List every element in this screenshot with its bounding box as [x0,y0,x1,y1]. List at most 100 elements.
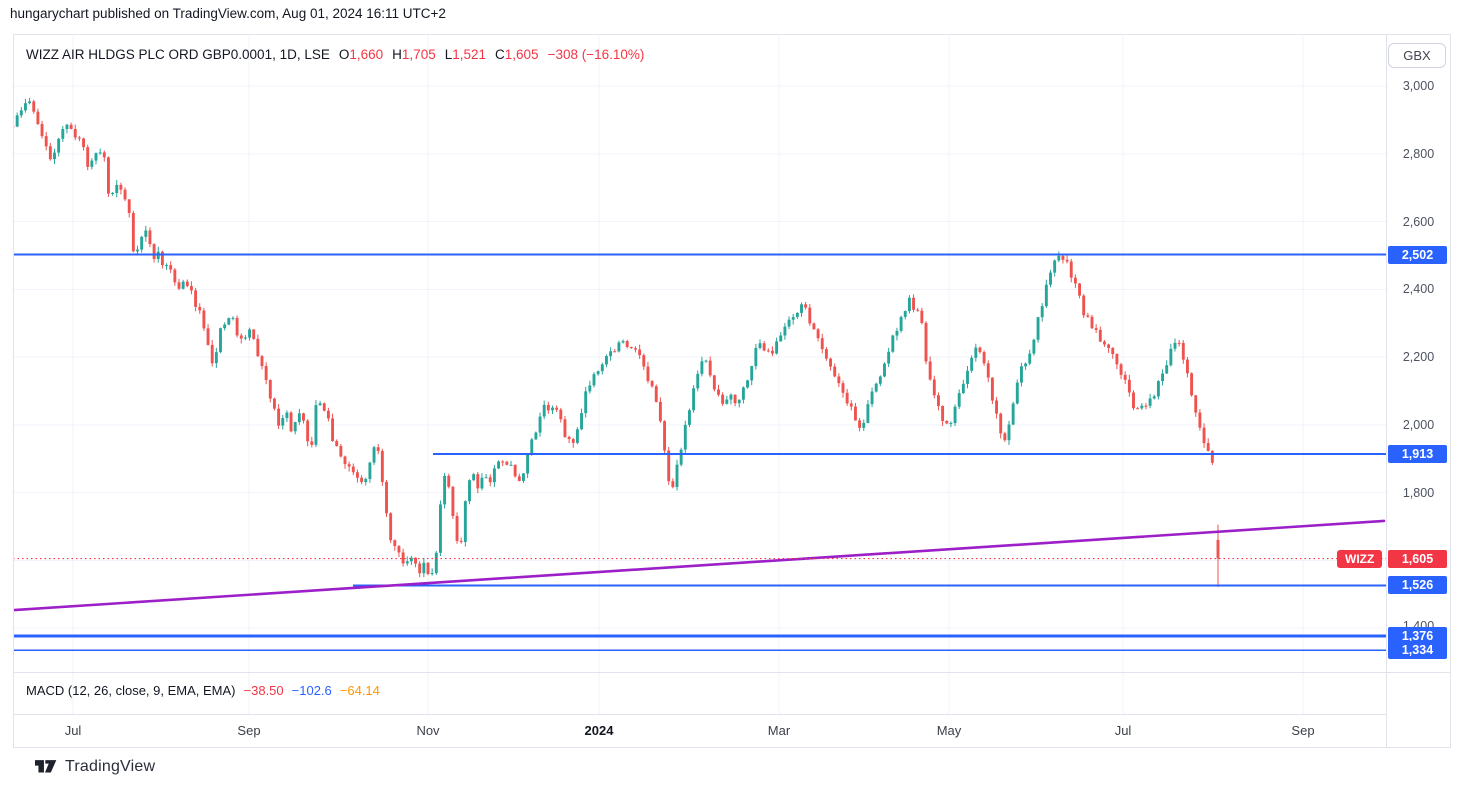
candle-body [600,364,604,372]
candle-body [368,462,372,479]
candlestick-series[interactable] [14,97,1220,588]
candle-body [878,376,882,384]
candle-body [903,311,907,317]
candle-body [1090,316,1094,329]
pane-separator[interactable] [14,672,1450,673]
macd-values: −38.50 −102.6 −64.14 [236,683,380,698]
candle-body [227,318,231,325]
candle-body [1119,364,1123,375]
candle-body [389,513,393,541]
candle-body [746,380,749,388]
time-tick-label: Jul [64,723,82,738]
candle-body [920,310,924,324]
candle-body [314,405,318,445]
candle-body [264,366,268,381]
tradingview-logo[interactable]: TradingView [35,757,155,777]
candle-body [393,540,397,547]
candle-body [86,147,90,167]
candle-body [343,456,347,465]
candle-body [787,319,791,327]
candle-body [28,101,32,104]
chart-canvas[interactable] [14,35,1386,714]
candle-body [571,439,575,443]
candle-body [953,406,957,424]
candle-body [717,389,720,395]
candle-body [1069,261,1073,278]
tradingview-logo-icon [35,760,57,773]
candle-body [837,376,841,384]
price-tick-label: 2,000 [1402,417,1435,432]
candle-body [555,407,559,410]
candle-body [281,418,285,426]
candle-body [891,335,895,352]
candle-body [679,449,683,465]
candle-body [986,363,990,378]
candle-body [783,326,787,336]
trend-line[interactable] [14,519,1386,612]
candle-body [646,366,650,382]
symbol-legend[interactable]: WIZZ AIR HLDGS PLC ORD GBP0.0001, 1D, LS… [26,47,644,62]
candle-body [609,351,613,357]
candle-body [418,563,422,574]
candle-body [111,192,115,194]
candle-body [426,562,430,575]
candle-body [339,446,343,457]
candle-body [982,352,986,364]
candle-body [173,269,177,283]
price-axis[interactable]: 3,000 2,800 2,600 2,400 2,200 2,000 1,800 1,400… [1386,35,1450,747]
candle-body [1024,363,1028,367]
candle-body [650,381,654,387]
candle-body [750,366,754,381]
candle-body [1040,306,1044,318]
candle-body [1073,277,1077,284]
candle-body [907,297,911,312]
candle-body [663,421,666,451]
candle-body [177,282,181,289]
candle-body [190,286,193,291]
candle-body [771,350,774,354]
candle-body [696,373,700,389]
candle-body [194,290,198,307]
candle-body [1181,342,1185,360]
price-tick-label: 2,800 [1402,146,1435,161]
candle-body [671,481,675,488]
ohlc-pair: H1,705 [392,47,436,62]
time-tick-label: Mar [767,723,791,738]
candle-body [725,399,729,404]
candle-body [862,422,866,428]
candle-body [522,473,525,481]
candle-body [1086,315,1090,317]
price-tick-label: 3,000 [1402,79,1435,93]
candle-body [883,363,886,377]
candle-body [102,152,106,158]
candle-body [484,477,488,479]
candle-body [36,111,40,125]
candle-body [1044,284,1048,307]
candle-body [277,408,281,426]
candle-body [999,413,1003,434]
candle-body [459,540,463,542]
candle-body [115,184,119,193]
symbol-title[interactable]: WIZZ AIR HLDGS PLC ORD GBP0.0001, 1D, LS… [26,47,330,62]
candle-body [1132,392,1135,409]
candle-body [854,406,857,421]
time-axis[interactable]: Jul Sep Nov 2024 Mar May Jul Sep [14,714,1386,747]
candle-body [534,432,538,440]
currency-unit-button[interactable]: GBX [1388,43,1446,68]
candle-body [1140,405,1144,409]
candle-body [596,371,600,375]
candle-body [629,346,633,349]
candle-body [551,407,554,411]
macd-legend[interactable]: MACD (12, 26, close, 9, EMA, EMA) −38.50−… [26,683,380,698]
candle-body [957,393,961,407]
candle-body [364,478,368,483]
candle-body [82,138,85,148]
candle-body [638,349,642,356]
candle-body [990,377,994,401]
candle-body [1015,382,1019,404]
candle-body [405,561,409,564]
macd-title: MACD (12, 26, close, 9, EMA, EMA) [26,683,236,698]
attribution-text: hungarychart published on TradingView.co… [10,6,446,21]
candle-body [302,413,305,421]
candle-body [1028,353,1032,364]
